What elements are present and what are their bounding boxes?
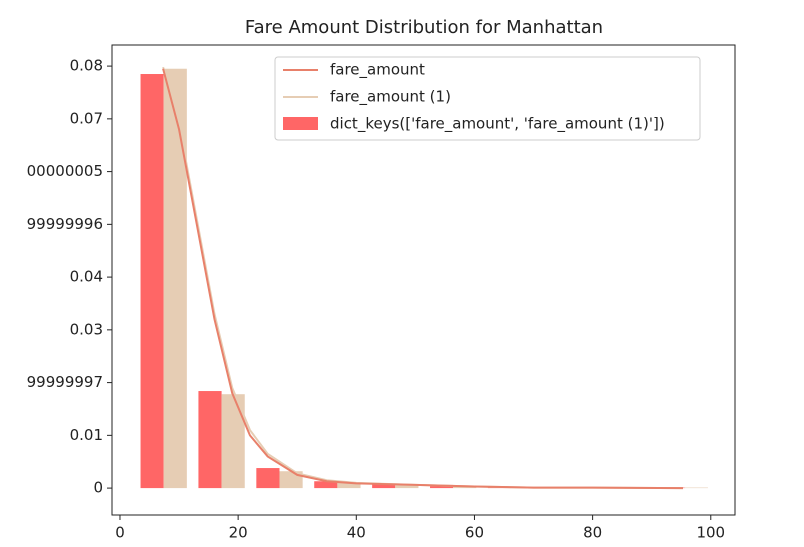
y-tick-label: 0.04 bbox=[70, 268, 103, 286]
y-tick-label: 99999996 bbox=[27, 215, 103, 233]
x-tick-label: 100 bbox=[696, 524, 725, 542]
bar bbox=[256, 468, 280, 489]
x-tick-label: 20 bbox=[229, 524, 248, 542]
y-tick-label: 99999997 bbox=[27, 373, 103, 391]
y-tick-label: 0.07 bbox=[70, 109, 103, 127]
legend-swatch bbox=[283, 117, 318, 130]
x-tick-label: 0 bbox=[115, 524, 125, 542]
legend-box bbox=[274, 56, 701, 141]
y-tick-label: 00000005 bbox=[27, 162, 103, 180]
legend-label: fare_amount bbox=[330, 61, 425, 80]
x-tick-label: 40 bbox=[347, 524, 366, 542]
bar bbox=[221, 394, 245, 489]
bar bbox=[337, 482, 361, 489]
y-tick-label: 0.01 bbox=[70, 426, 103, 444]
x-tick-label: 80 bbox=[583, 524, 602, 542]
y-tick-label: 0.08 bbox=[70, 57, 103, 75]
bar bbox=[372, 484, 396, 489]
legend-label: dict_keys(['fare_amount', 'fare_amount (… bbox=[330, 115, 665, 134]
y-tick-label: 0.03 bbox=[70, 320, 103, 338]
bar bbox=[163, 68, 187, 489]
y-tick-label: 0 bbox=[93, 479, 103, 497]
bar bbox=[684, 487, 708, 489]
legend-label: fare_amount (1) bbox=[330, 88, 451, 107]
bar bbox=[140, 74, 164, 489]
chart-title: Fare Amount Distribution for Manhattan bbox=[245, 17, 603, 38]
bar bbox=[314, 481, 338, 489]
x-tick-label: 60 bbox=[465, 524, 484, 542]
plot-frame bbox=[111, 44, 736, 516]
bar bbox=[198, 391, 222, 489]
bar bbox=[395, 485, 419, 489]
density-line bbox=[162, 68, 684, 490]
